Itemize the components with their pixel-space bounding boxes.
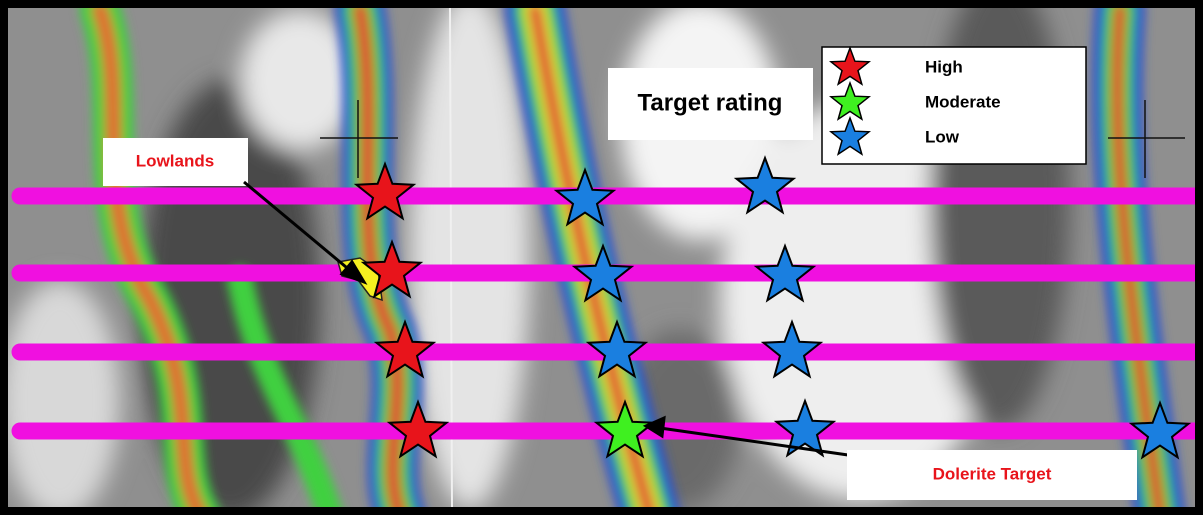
target-star <box>360 239 424 299</box>
lowlands-label: Lowlands <box>136 151 214 170</box>
legend-label: Moderate <box>925 92 1001 111</box>
target-rating-title: Target rating <box>638 89 783 116</box>
legend-star <box>828 80 872 121</box>
legend-label: Low <box>925 127 960 146</box>
dolerite-box <box>847 450 1137 500</box>
legend-label: High <box>925 57 963 76</box>
target-star <box>760 319 824 379</box>
target-star <box>1128 400 1192 460</box>
arrows <box>243 180 849 457</box>
target-rating-box <box>608 68 813 140</box>
target-star <box>585 319 649 379</box>
target-star <box>386 399 450 459</box>
target-star <box>373 319 437 379</box>
legend-entries: High Moderate Low <box>828 45 1001 156</box>
target-star <box>553 167 617 227</box>
targets <box>353 155 1192 460</box>
target-star <box>593 399 657 459</box>
legend-star <box>828 45 872 86</box>
target-star <box>773 398 837 458</box>
target-star <box>753 243 817 303</box>
target-star <box>353 161 417 221</box>
dolerite-label: Dolerite Target <box>933 464 1052 483</box>
lowlands-box <box>103 138 248 186</box>
target-star <box>571 243 635 303</box>
legend-star <box>828 115 872 156</box>
legend <box>821 46 1087 165</box>
target-star <box>733 155 797 215</box>
